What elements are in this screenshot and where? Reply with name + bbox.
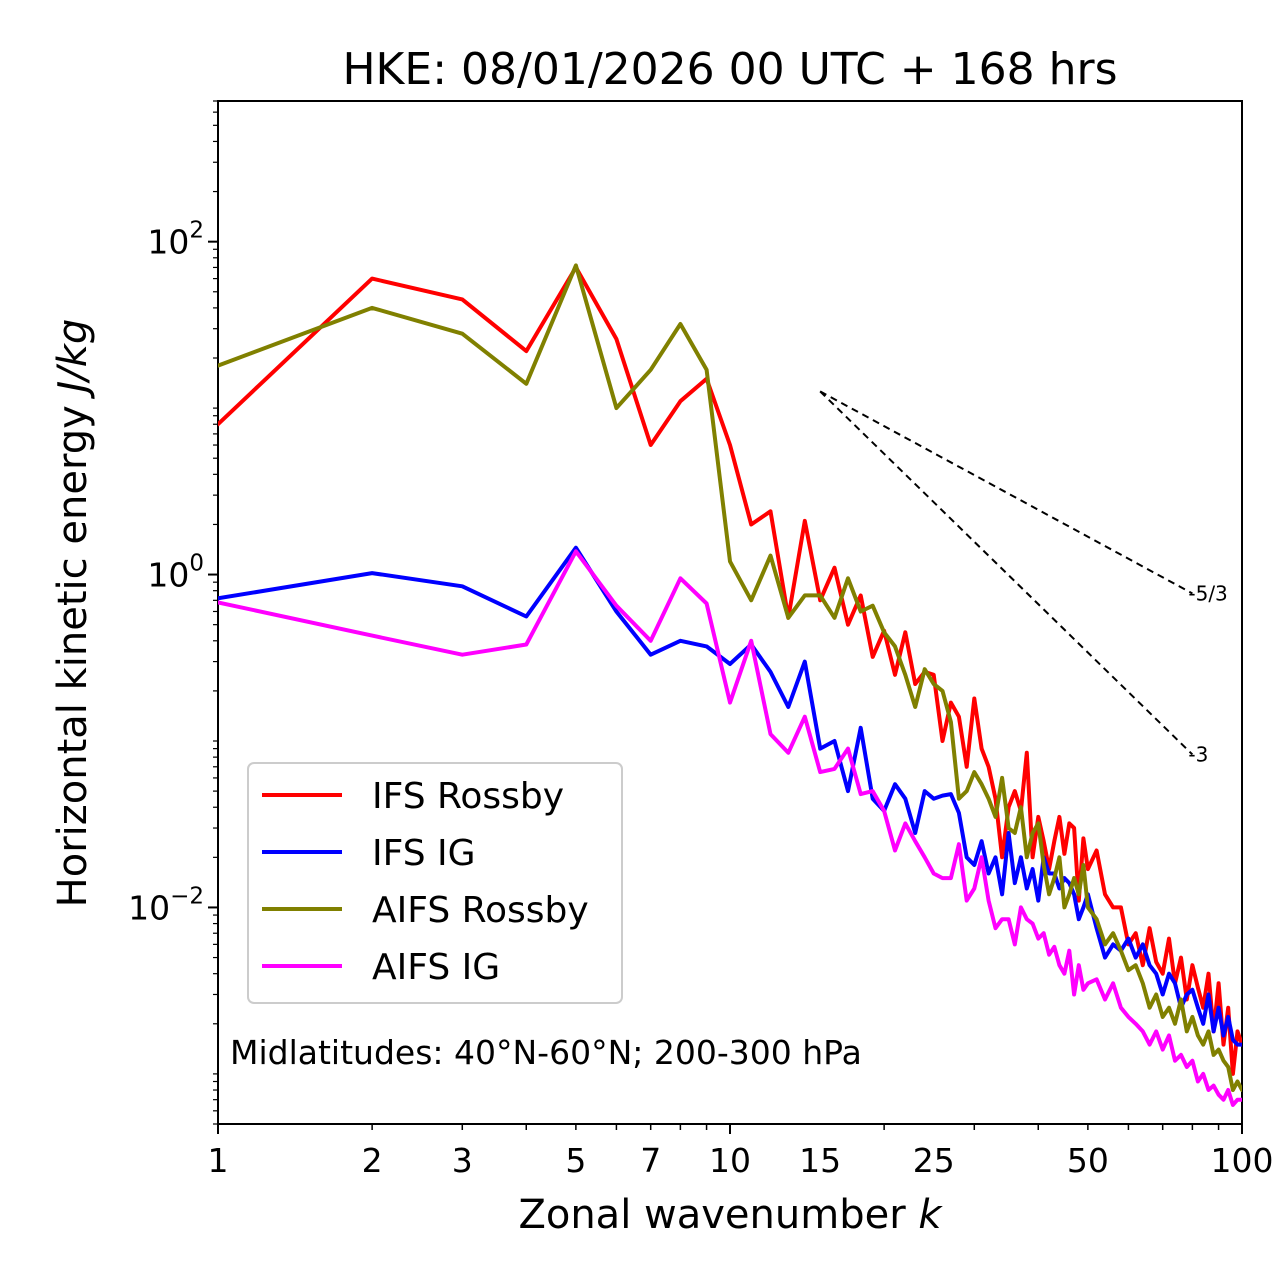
reference-line-label-2: -3: [1188, 742, 1208, 766]
x-tick-label: 25: [913, 1141, 955, 1180]
reference-lines: -5/3 -3: [819, 390, 1228, 766]
series-line-aifs-rossby: [218, 263, 1242, 1092]
region-annotation: Midlatitudes: 40°N-60°N; 200-300 hPa: [230, 1033, 862, 1072]
x-axis-label: Zonal wavenumber k: [518, 1192, 943, 1238]
x-tick-label: 7: [640, 1141, 661, 1180]
x-tick-label: 1: [208, 1141, 229, 1180]
legend-label-ifs-ig: IFS IG: [372, 833, 476, 874]
y-tick-label: 102: [147, 218, 204, 262]
chart-title: HKE: 08/01/2026 00 UTC + 168 hrs: [342, 44, 1117, 95]
series-line-aifs-ig: [218, 549, 1242, 1107]
legend-label-aifs-ig: AIFS IG: [372, 947, 500, 988]
x-tick-label: 100: [1211, 1141, 1274, 1180]
series-layer: [218, 263, 1242, 1107]
x-tick-label: 5: [565, 1141, 586, 1180]
legend-label-aifs-rossby: AIFS Rossby: [372, 890, 589, 931]
legend-label-ifs-rossby: IFS Rossby: [372, 776, 564, 817]
reference-line-2: [819, 390, 1194, 756]
y-tick-label: 10−2: [128, 883, 204, 927]
x-axis-label-text: Zonal wavenumber: [518, 1192, 906, 1238]
y-axis-label: Horizontal kinetic energy J/kg: [50, 319, 96, 908]
reference-line-1: [819, 390, 1193, 595]
x-tick-label: 50: [1067, 1141, 1109, 1180]
x-tick-label: 3: [452, 1141, 473, 1180]
x-tick-label: 15: [799, 1141, 841, 1180]
y-axis-label-text: Horizontal kinetic energy: [50, 405, 96, 907]
series-line-ifs-rossby: [218, 265, 1242, 1076]
y-axis-units: J/kg: [50, 319, 96, 400]
legend-box: [247, 762, 623, 1004]
legend: IFS Rossby IFS IG AIFS Rossby AIFS IG: [247, 762, 623, 1004]
y-tick-label: 100: [147, 551, 204, 595]
reference-line-label-1: -5/3: [1188, 581, 1227, 605]
y-axis-ticks: 10−2 100 102: [128, 100, 218, 1125]
x-tick-label: 2: [362, 1141, 383, 1180]
x-axis-ticks: 1 2 3 5 7 10 15 25 50 100: [208, 1124, 1274, 1180]
x-tick-label: 10: [709, 1141, 751, 1180]
x-axis-variable: k: [918, 1192, 943, 1238]
